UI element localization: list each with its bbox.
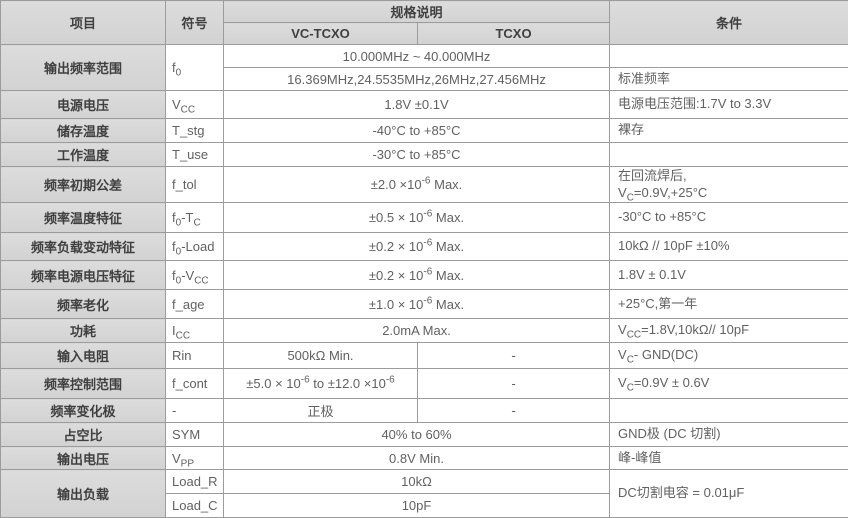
symbol-cell: VPP <box>166 447 224 470</box>
table-row: 储存温度 T_stg -40°C to +85°C 裸存 <box>1 119 848 143</box>
table-row: 电源电压 VCC 1.8V ±0.1V 电源电压范围:1.7V to 3.3V <box>1 91 848 119</box>
value-cell-vc-tcxo: 500kΩ Min. <box>224 343 418 369</box>
table-row: 频率老化 f_age ±1.0 × 10-6 Max. +25°C,第一年 <box>1 290 848 319</box>
value-cell: 16.369MHz,24.5535MHz,26MHz,27.456MHz <box>224 68 610 91</box>
condition-cell <box>610 143 848 167</box>
condition-cell: 标准频率 <box>610 68 848 91</box>
item-cell: 储存温度 <box>1 119 166 143</box>
item-cell: 频率变化极 <box>1 399 166 423</box>
condition-cell <box>610 45 848 68</box>
value-cell-vc-tcxo: ±5.0 × 10-6 to ±12.0 ×10-6 <box>224 369 418 399</box>
symbol-cell: VCC <box>166 91 224 119</box>
condition-cell: DC切割电容 = 0.01μF <box>610 470 848 518</box>
item-cell: 频率初期公差 <box>1 167 166 203</box>
value-cell: ±1.0 × 10-6 Max. <box>224 290 610 319</box>
symbol-cell: Rin <box>166 343 224 369</box>
header-condition: 条件 <box>610 1 848 45</box>
table-row: 频率控制范围 f_cont ±5.0 × 10-6 to ±12.0 ×10-6… <box>1 369 848 399</box>
value-cell: ±2.0 ×10-6 Max. <box>224 167 610 203</box>
condition-cell: 裸存 <box>610 119 848 143</box>
symbol-cell: Load_R <box>166 470 224 494</box>
item-cell: 占空比 <box>1 423 166 447</box>
symbol-cell: SYM <box>166 423 224 447</box>
symbol-cell: f_cont <box>166 369 224 399</box>
value-cell-tcxo: - <box>418 399 610 423</box>
header-item: 项目 <box>1 1 166 45</box>
value-cell: 0.8V Min. <box>224 447 610 470</box>
header-tcxo: TCXO <box>418 23 610 45</box>
value-cell: 1.8V ±0.1V <box>224 91 610 119</box>
table-row: 输出频率范围 f0 10.000MHz ~ 40.000MHz <box>1 45 848 68</box>
item-cell: 频率控制范围 <box>1 369 166 399</box>
item-cell: 输入电阻 <box>1 343 166 369</box>
symbol-cell: ICC <box>166 319 224 343</box>
item-cell: 输出负载 <box>1 470 166 518</box>
item-cell: 频率老化 <box>1 290 166 319</box>
value-cell: -30°C to +85°C <box>224 143 610 167</box>
symbol-cell: f0-TC <box>166 203 224 233</box>
value-cell: 40% to 60% <box>224 423 610 447</box>
value-cell-tcxo: - <box>418 343 610 369</box>
symbol-cell: f0-Load <box>166 233 224 261</box>
table-row: 输出电压 VPP 0.8V Min. 峰-峰值 <box>1 447 848 470</box>
symbol-cell: T_use <box>166 143 224 167</box>
symbol-cell: - <box>166 399 224 423</box>
condition-cell: -30°C to +85°C <box>610 203 848 233</box>
item-cell: 输出频率范围 <box>1 45 166 91</box>
value-cell: ±0.5 × 10-6 Max. <box>224 203 610 233</box>
condition-cell: GND极 (DC 切割) <box>610 423 848 447</box>
condition-cell: 峰-峰值 <box>610 447 848 470</box>
item-cell: 输出电压 <box>1 447 166 470</box>
table-row: 输出负载 Load_R 10kΩ DC切割电容 = 0.01μF <box>1 470 848 494</box>
value-cell: 2.0mA Max. <box>224 319 610 343</box>
item-cell: 功耗 <box>1 319 166 343</box>
table-row: 频率温度特征 f0-TC ±0.5 × 10-6 Max. -30°C to +… <box>1 203 848 233</box>
table-row: 占空比 SYM 40% to 60% GND极 (DC 切割) <box>1 423 848 447</box>
condition-cell: VC- GND(DC) <box>610 343 848 369</box>
condition-cell <box>610 399 848 423</box>
condition-cell: VC=0.9V ± 0.6V <box>610 369 848 399</box>
item-cell: 电源电压 <box>1 91 166 119</box>
symbol-cell: f_age <box>166 290 224 319</box>
table-row: 频率初期公差 f_tol ±2.0 ×10-6 Max. 在回流焊后,VC=0.… <box>1 167 848 203</box>
symbol-cell: f0-VCC <box>166 261 224 290</box>
value-cell: 10kΩ <box>224 470 610 494</box>
item-cell: 频率负载变动特征 <box>1 233 166 261</box>
table-row: 频率电源电压特征 f0-VCC ±0.2 × 10-6 Max. 1.8V ± … <box>1 261 848 290</box>
table-row: 功耗 ICC 2.0mA Max. VCC=1.8V,10kΩ// 10pF <box>1 319 848 343</box>
symbol-cell: f_tol <box>166 167 224 203</box>
header-row-1: 项目 符号 规格说明 条件 <box>1 1 848 23</box>
header-vc-tcxo: VC-TCXO <box>224 23 418 45</box>
value-cell: 10pF <box>224 494 610 518</box>
item-cell: 频率电源电压特征 <box>1 261 166 290</box>
table-row: 频率变化极 - 正极 - <box>1 399 848 423</box>
value-cell-tcxo: - <box>418 369 610 399</box>
value-cell: 10.000MHz ~ 40.000MHz <box>224 45 610 68</box>
condition-cell: 电源电压范围:1.7V to 3.3V <box>610 91 848 119</box>
value-cell: ±0.2 × 10-6 Max. <box>224 261 610 290</box>
header-spec: 规格说明 <box>224 1 610 23</box>
item-cell: 工作温度 <box>1 143 166 167</box>
table-row: 频率负载变动特征 f0-Load ±0.2 × 10-6 Max. 10kΩ /… <box>1 233 848 261</box>
value-cell-vc-tcxo: 正极 <box>224 399 418 423</box>
symbol-cell: T_stg <box>166 119 224 143</box>
condition-cell: 1.8V ± 0.1V <box>610 261 848 290</box>
condition-cell: VCC=1.8V,10kΩ// 10pF <box>610 319 848 343</box>
item-cell: 频率温度特征 <box>1 203 166 233</box>
header-symbol: 符号 <box>166 1 224 45</box>
value-cell: -40°C to +85°C <box>224 119 610 143</box>
symbol-cell: f0 <box>166 45 224 91</box>
condition-cell: 在回流焊后,VC=0.9V,+25°C <box>610 167 848 203</box>
table-row: 工作温度 T_use -30°C to +85°C <box>1 143 848 167</box>
table-row: 输入电阻 Rin 500kΩ Min. - VC- GND(DC) <box>1 343 848 369</box>
condition-cell: +25°C,第一年 <box>610 290 848 319</box>
value-cell: ±0.2 × 10-6 Max. <box>224 233 610 261</box>
condition-cell: 10kΩ // 10pF ±10% <box>610 233 848 261</box>
symbol-cell: Load_C <box>166 494 224 518</box>
